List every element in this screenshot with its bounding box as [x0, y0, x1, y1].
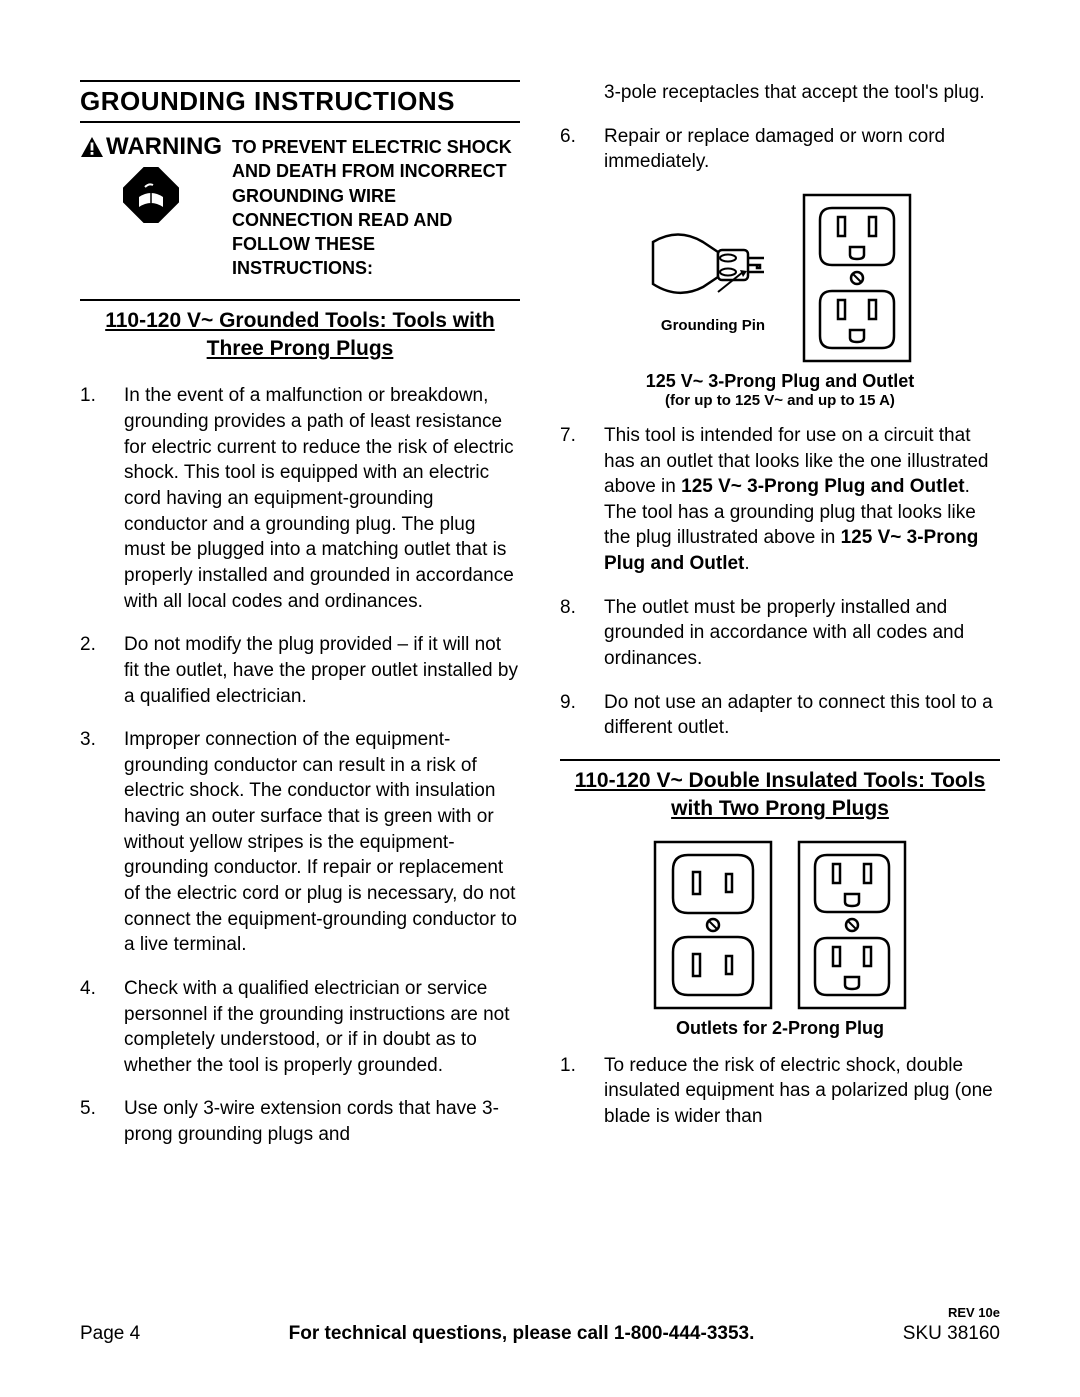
list-item: Check with a qualified electrician or se…	[124, 976, 520, 1079]
list-item: Repair or replace damaged or worn cord i…	[604, 124, 1000, 175]
plug-3prong-icon	[648, 222, 778, 312]
rev-label: REV 10e	[948, 1305, 1000, 1320]
warning-block: WARNING TO PREVENT ELECTRIC SHOCK AND DE…	[80, 133, 520, 281]
figure1-caption: 125 V~ 3-Prong Plug and Outlet	[560, 371, 1000, 392]
right-list-2: 7.This tool is intended for use on a cir…	[560, 423, 1000, 741]
section-title: GROUNDING INSTRUCTIONS	[80, 80, 520, 123]
list-item: In the event of a malfunction or breakdo…	[124, 383, 520, 614]
warning-label: WARNING	[80, 133, 222, 161]
figure-2prong-outlets: Outlets for 2-Prong Plug	[560, 840, 1000, 1039]
outlet-2prong-b-icon	[797, 840, 907, 1010]
right-column: 3-pole receptacles that accept the tool'…	[560, 80, 1000, 1166]
list-item: To reduce the risk of electric shock, do…	[604, 1053, 1000, 1130]
read-manual-icon	[123, 167, 179, 223]
list-item: The outlet must be properly installed an…	[604, 595, 1000, 672]
left-list: 1.In the event of a malfunction or break…	[80, 383, 520, 1147]
warning-triangle-icon	[80, 136, 104, 158]
list-item: Do not use an adapter to connect this to…	[604, 690, 1000, 741]
figure1-subcaption: (for up to 125 V~ and up to 15 A)	[560, 392, 1000, 409]
plug-label: Grounding Pin	[648, 317, 778, 334]
list-item: Do not modify the plug provided – if it …	[124, 632, 520, 709]
warning-text: TO PREVENT ELECTRIC SHOCK AND DEATH FROM…	[232, 133, 520, 281]
list-item: Improper connection of the equipment-gro…	[124, 727, 520, 958]
subheading-grounded: 110-120 V~ Grounded Tools: Tools with Th…	[80, 299, 520, 364]
page-number: Page 4	[80, 1323, 140, 1345]
list-item: Use only 3-wire extension cords that hav…	[124, 1096, 520, 1147]
right-list-3: 1.To reduce the risk of electric shock, …	[560, 1053, 1000, 1130]
page-footer: REV 10e Page 4 For technical questions, …	[80, 1323, 1000, 1345]
sku-label: SKU 38160	[903, 1323, 1000, 1345]
list-item: This tool is intended for use on a circu…	[604, 423, 1000, 577]
subheading-double-insulated: 110-120 V~ Double Insulated Tools: Tools…	[560, 759, 1000, 824]
left-column: GROUNDING INSTRUCTIONS WARNING TO PREVEN…	[80, 80, 520, 1166]
figure-plug-outlet: Grounding Pin 125 V~ 3-Prong Plug and O	[560, 193, 1000, 409]
figure2-caption: Outlets for 2-Prong Plug	[560, 1018, 1000, 1039]
footer-help: For technical questions, please call 1-8…	[289, 1323, 755, 1345]
outlet-3prong-icon	[802, 193, 912, 363]
continuation-text: 3-pole receptacles that accept the tool'…	[560, 80, 1000, 106]
right-list-1: 6.Repair or replace damaged or worn cord…	[560, 124, 1000, 175]
outlet-2prong-a-icon	[653, 840, 773, 1010]
